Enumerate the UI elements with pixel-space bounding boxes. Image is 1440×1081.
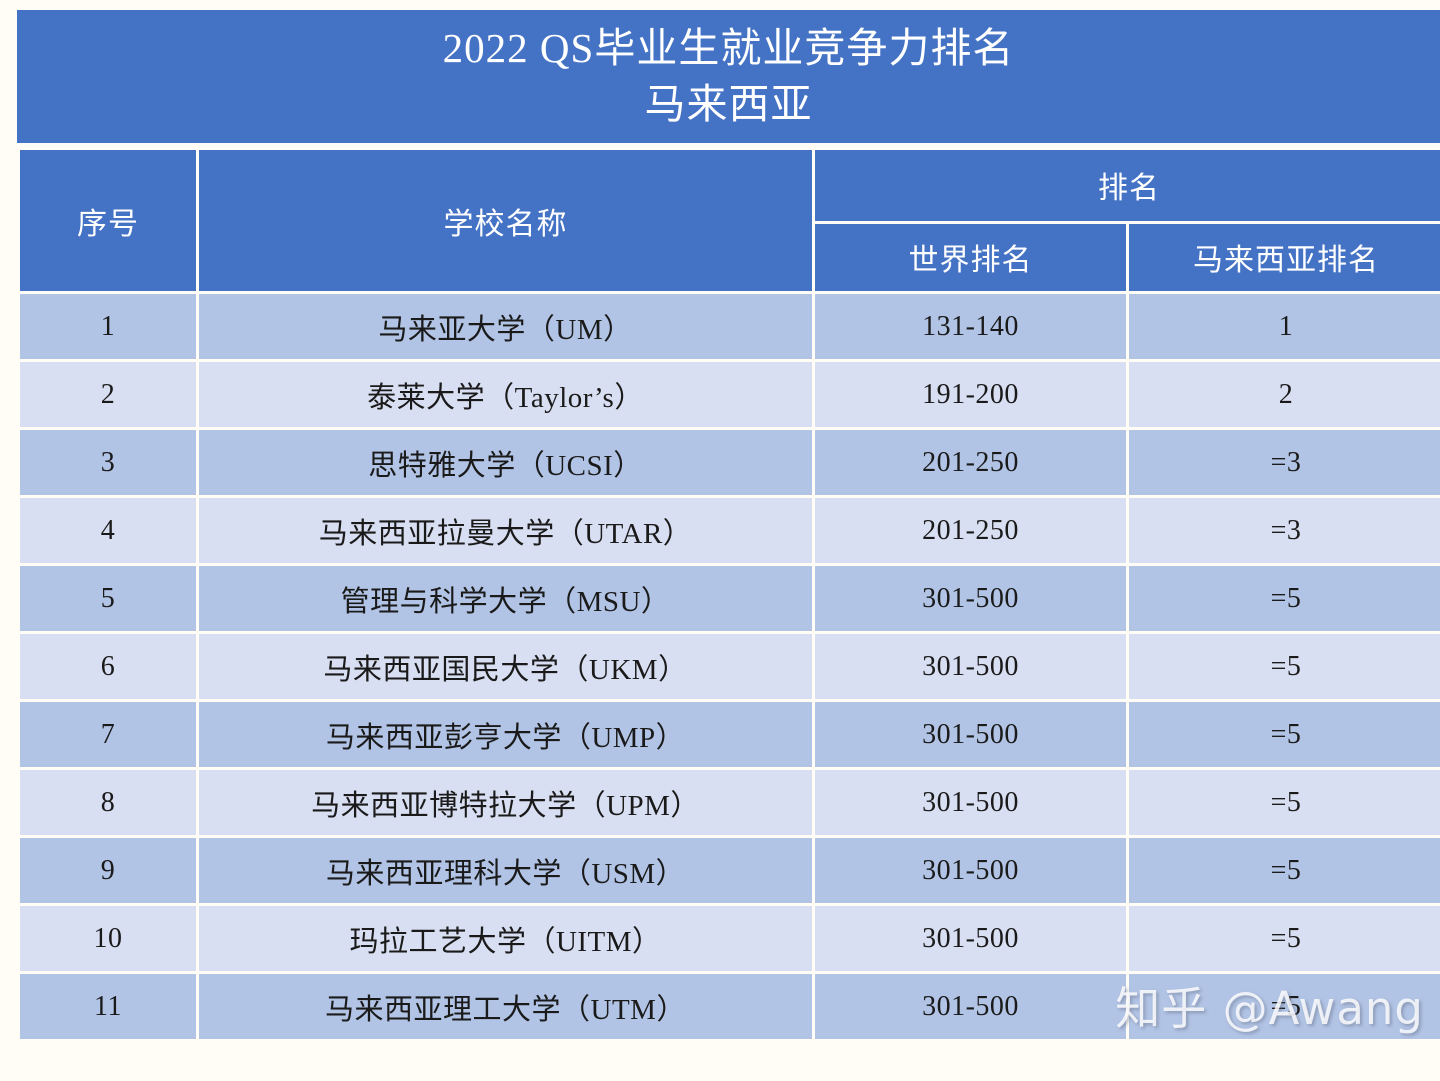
cell-world-rank: 301-500 xyxy=(815,770,1126,835)
table-row: 5 管理与科学大学（MSU） 301-500 =5 xyxy=(20,566,1440,631)
cell-world-rank: 191-200 xyxy=(815,362,1126,427)
cell-world-rank: 301-500 xyxy=(815,634,1126,699)
cell-world-rank: 301-500 xyxy=(815,702,1126,767)
cell-index: 5 xyxy=(20,566,196,631)
cell-school-name: 马来西亚国民大学（UKM） xyxy=(199,634,812,699)
cell-school-name: 马来西亚博特拉大学（UPM） xyxy=(199,770,812,835)
header-row-bottom: 世界排名 马来西亚排名 xyxy=(20,223,1440,291)
cell-malaysia-rank: =5 xyxy=(1129,838,1440,903)
column-header-index: 序号 xyxy=(20,150,196,291)
cell-index: 10 xyxy=(20,906,196,971)
cell-index: 11 xyxy=(20,974,196,1039)
cell-school-name: 马来西亚拉曼大学（UTAR） xyxy=(199,498,812,563)
cell-index: 6 xyxy=(20,634,196,699)
table-row: 4 马来西亚拉曼大学（UTAR） 201-250 =3 xyxy=(20,498,1440,563)
table-row: 7 马来西亚彭亨大学（UMP） 301-500 =5 xyxy=(20,702,1440,767)
column-header-world-rank: 世界排名 xyxy=(815,223,1126,291)
cell-school-name: 马来西亚理工大学（UTM） xyxy=(199,974,812,1039)
column-header-school: 学校名称 xyxy=(199,150,812,291)
cell-world-rank: 201-250 xyxy=(815,498,1126,563)
column-header-ranking-group: 排名 xyxy=(815,150,1440,221)
cell-malaysia-rank: =5 xyxy=(1129,702,1440,767)
cell-malaysia-rank: =5 xyxy=(1129,566,1440,631)
cell-index: 7 xyxy=(20,702,196,767)
cell-world-rank: 301-500 xyxy=(815,838,1126,903)
cell-world-rank: 301-500 xyxy=(815,906,1126,971)
cell-malaysia-rank: =3 xyxy=(1129,498,1440,563)
cell-index: 9 xyxy=(20,838,196,903)
table-row: 6 马来西亚国民大学（UKM） 301-500 =5 xyxy=(20,634,1440,699)
cell-world-rank: 301-500 xyxy=(815,974,1126,1039)
title-banner: 2022 QS毕业生就业竞争力排名 马来西亚 xyxy=(17,10,1440,143)
cell-malaysia-rank: 1 xyxy=(1129,294,1440,359)
cell-school-name: 思特雅大学（UCSI） xyxy=(199,430,812,495)
cell-malaysia-rank: =5 xyxy=(1129,770,1440,835)
cell-world-rank: 131-140 xyxy=(815,294,1126,359)
cell-malaysia-rank: =5 xyxy=(1129,634,1440,699)
cell-malaysia-rank: =5 xyxy=(1129,906,1440,971)
cell-school-name: 马来亚大学（UM） xyxy=(199,294,812,359)
cell-school-name: 马来西亚彭亨大学（UMP） xyxy=(199,702,812,767)
ranking-table: 序号 学校名称 排名 世界排名 马来西亚排名 1 马来亚大学（UM） 131-140… xyxy=(17,147,1440,1042)
cell-index: 2 xyxy=(20,362,196,427)
cell-world-rank: 201-250 xyxy=(815,430,1126,495)
cell-malaysia-rank: 2 xyxy=(1129,362,1440,427)
column-header-malaysia-rank: 马来西亚排名 xyxy=(1129,223,1440,291)
table-row: 11 马来西亚理工大学（UTM） 301-500 =5 xyxy=(20,974,1440,1039)
table-row: 3 思特雅大学（UCSI） 201-250 =3 xyxy=(20,430,1440,495)
cell-index: 8 xyxy=(20,770,196,835)
cell-world-rank: 301-500 xyxy=(815,566,1126,631)
ranking-table-container: 序号 学校名称 排名 世界排名 马来西亚排名 1 马来亚大学（UM） 131-140… xyxy=(17,147,1440,1042)
cell-school-name: 马来西亚理科大学（USM） xyxy=(199,838,812,903)
table-row: 10 玛拉工艺大学（UITM） 301-500 =5 xyxy=(20,906,1440,971)
cell-school-name: 管理与科学大学（MSU） xyxy=(199,566,812,631)
table-row: 8 马来西亚博特拉大学（UPM） 301-500 =5 xyxy=(20,770,1440,835)
table-head: 序号 学校名称 排名 世界排名 马来西亚排名 xyxy=(20,150,1440,291)
cell-malaysia-rank: =3 xyxy=(1129,430,1440,495)
table-body: 1 马来亚大学（UM） 131-140 1 2 泰莱大学（Taylor’s） 191-200… xyxy=(20,294,1440,1039)
page-title-line-2: 马来西亚 xyxy=(644,80,813,127)
cell-school-name: 泰莱大学（Taylor’s） xyxy=(199,362,812,427)
cell-index: 1 xyxy=(20,294,196,359)
table-row: 1 马来亚大学（UM） 131-140 1 xyxy=(20,294,1440,359)
table-row: 9 马来西亚理科大学（USM） 301-500 =5 xyxy=(20,838,1440,903)
cell-malaysia-rank: =5 xyxy=(1129,974,1440,1039)
header-row-top: 序号 学校名称 排名 xyxy=(20,150,1440,291)
table-row: 2 泰莱大学（Taylor’s） 191-200 2 xyxy=(20,362,1440,427)
cell-index: 4 xyxy=(20,498,196,563)
cell-school-name: 玛拉工艺大学（UITM） xyxy=(199,906,812,971)
cell-index: 3 xyxy=(20,430,196,495)
page-title-line-1: 2022 QS毕业生就业竞争力排名 xyxy=(442,25,1015,72)
